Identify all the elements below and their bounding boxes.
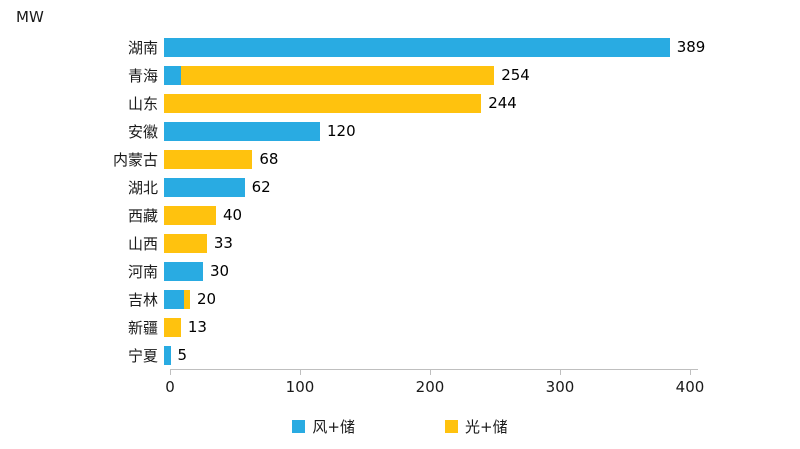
category-label: 宁夏 — [127, 346, 158, 365]
value-label: 68 — [259, 149, 279, 168]
chart-row: 吉林 20 — [0, 285, 800, 313]
bar-segment-光+储 — [164, 317, 181, 337]
bar-track: 244 — [164, 93, 724, 113]
x-axis-tick — [170, 370, 171, 375]
value-label: 30 — [210, 261, 230, 280]
chart-legend: 风+储 光+储 — [0, 416, 800, 437]
bar-segment-光+储 — [164, 93, 482, 113]
x-axis-tick — [690, 370, 691, 375]
bar-track: 13 — [164, 317, 724, 337]
value-label: 5 — [177, 345, 188, 364]
category-label: 新疆 — [127, 318, 158, 337]
category-label: 山东 — [127, 94, 158, 113]
x-axis-tick-label: 300 — [545, 378, 575, 396]
category-label: 青海 — [127, 66, 158, 85]
chart-row: 新疆 13 — [0, 313, 800, 341]
value-label: 244 — [488, 93, 517, 112]
bar-segment-风+储 — [164, 121, 320, 141]
unit-label: MW — [16, 8, 44, 26]
chart-row: 湖南 389 — [0, 33, 800, 61]
bar-track: 33 — [164, 233, 724, 253]
x-axis-tick — [300, 370, 301, 375]
x-axis-tick-label: 200 — [415, 378, 445, 396]
bar-track: 40 — [164, 205, 724, 225]
bar-segment-风+储 — [164, 65, 181, 85]
bar-track: 120 — [164, 121, 724, 141]
bar-segment-光+储 — [180, 65, 495, 85]
bar-segment-风+储 — [164, 177, 245, 197]
bar-track: 20 — [164, 289, 724, 309]
category-label: 河南 — [127, 262, 158, 281]
x-axis-tick — [430, 370, 431, 375]
value-label: 62 — [251, 177, 271, 196]
value-label: 13 — [187, 317, 207, 336]
bar-track: 389 — [164, 37, 724, 57]
bar-track: 5 — [164, 345, 724, 365]
bar-segment-光+储 — [164, 233, 207, 253]
chart-row: 山西 33 — [0, 229, 800, 257]
chart-row: 山东 244 — [0, 89, 800, 117]
legend-label: 风+储 — [312, 418, 355, 436]
chart-row: 宁夏 5 — [0, 341, 800, 369]
legend-label: 光+储 — [465, 418, 508, 436]
legend-swatch-icon — [445, 420, 458, 433]
bar-segment-光+储 — [183, 289, 190, 309]
category-label: 湖北 — [127, 178, 158, 197]
value-label: 20 — [197, 289, 217, 308]
bar-segment-风+储 — [164, 289, 184, 309]
legend-item-风+储: 风+储 — [292, 416, 355, 437]
x-axis-tick-label: 0 — [165, 378, 175, 396]
bar-track: 68 — [164, 149, 724, 169]
x-axis-tick-label: 100 — [285, 378, 315, 396]
bar-segment-光+储 — [164, 205, 216, 225]
value-label: 254 — [501, 65, 530, 84]
bar-track: 30 — [164, 261, 724, 281]
legend-swatch-icon — [292, 420, 306, 433]
value-label: 389 — [676, 37, 706, 56]
chart-rows: 湖南 389 青海 254 山东 244 安徽 120 内蒙古 68 湖北 62 西藏 40 山西 33 河南 3… — [0, 33, 800, 369]
category-label: 湖南 — [127, 38, 158, 57]
chart-row: 湖北 62 — [0, 173, 800, 201]
category-label: 安徽 — [127, 122, 158, 141]
bar-segment-光+储 — [164, 149, 253, 169]
category-label: 西藏 — [127, 206, 158, 225]
chart-row: 青海 254 — [0, 61, 800, 89]
value-label: 33 — [213, 233, 233, 252]
chart-row: 河南 30 — [0, 257, 800, 285]
bar-segment-风+储 — [164, 345, 171, 365]
chart-row: 西藏 40 — [0, 201, 800, 229]
bar-segment-风+储 — [164, 37, 670, 57]
category-label: 山西 — [127, 234, 158, 253]
value-label: 40 — [223, 205, 243, 224]
x-axis-tick-label: 400 — [675, 378, 705, 396]
bar-track: 254 — [164, 65, 724, 85]
bar-segment-风+储 — [164, 261, 203, 281]
category-label: 吉林 — [127, 290, 158, 309]
x-axis: 0 100 200 300 400 — [165, 369, 704, 396]
legend-item-光+储: 光+储 — [445, 416, 508, 437]
value-label: 120 — [327, 121, 356, 140]
x-axis-tick — [560, 370, 561, 375]
bar-track: 62 — [164, 177, 724, 197]
category-label: 内蒙古 — [112, 150, 158, 169]
chart-row: 安徽 120 — [0, 117, 800, 145]
chart-row: 内蒙古 68 — [0, 145, 800, 173]
